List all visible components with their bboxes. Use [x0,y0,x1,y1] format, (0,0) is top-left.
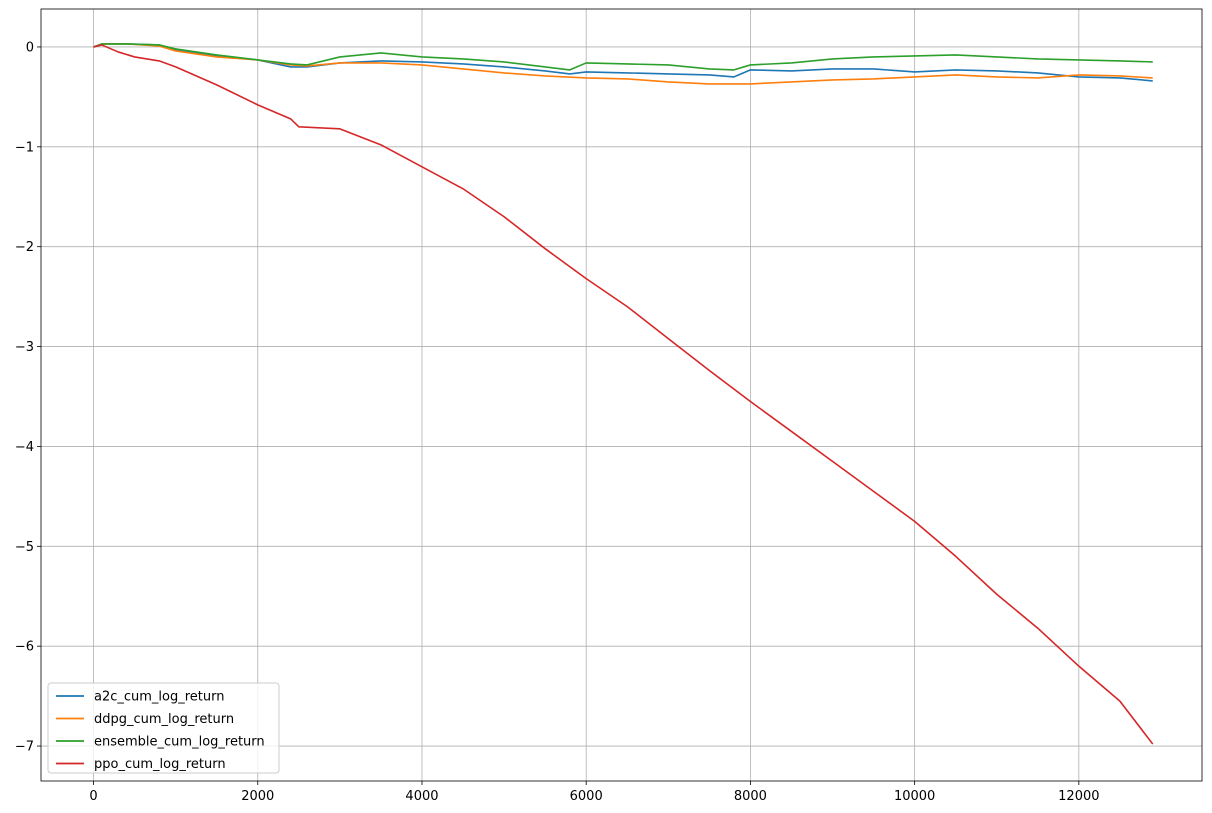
series-line-ppo_cum_log_return [93,44,1154,745]
y-tick-label: −6 [15,640,34,655]
x-tick-label: 12000 [1058,789,1099,804]
x-tick-label: 4000 [405,789,438,804]
grid [41,9,1202,781]
y-tick-label: −3 [15,340,34,355]
series-lines [93,43,1154,745]
series-line-a2c_cum_log_return [93,43,1153,82]
legend-label: a2c_cum_log_return [94,690,225,705]
x-axis-ticks: 0 2000 4000 6000 8000 10000 12000 [89,781,1100,804]
legend: a2c_cum_log_return ddpg_cum_log_returnens… [47,682,280,774]
y-tick-label: −7 [15,740,34,755]
y-axis-ticks: 0 −1 −2 −3 −4 −5 −6 −7 [15,40,41,755]
legend-label: ensemble_cum_log_return [94,735,265,750]
y-tick-label: −1 [15,140,34,155]
x-tick-label: 0 [89,789,97,804]
y-tick-label: −4 [15,440,34,455]
legend-label: ppo_cum_log_return [94,757,226,772]
x-tick-label: 6000 [570,789,603,804]
legend-label: ddpg_cum_log_return [94,712,234,727]
x-tick-label: 2000 [241,789,274,804]
y-tick-label: 0 [26,40,34,55]
x-tick-label: 8000 [734,789,767,804]
series-line-ensemble_cum_log_return [93,43,1153,71]
legend-box [47,682,280,774]
y-tick-label: −2 [15,240,34,255]
plot-frame [40,8,1203,782]
series-line-ddpg_cum_log_return [93,43,1153,85]
x-tick-label: 10000 [894,789,935,804]
plot-background [41,9,1202,781]
y-tick-label: −5 [15,540,34,555]
